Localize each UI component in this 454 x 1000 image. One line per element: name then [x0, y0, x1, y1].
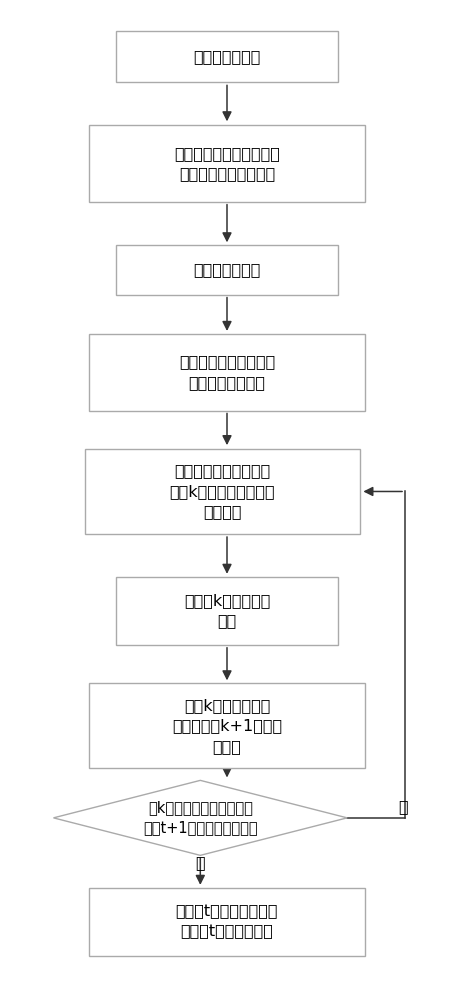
Text: 获取邻域梯度值: 获取邻域梯度值	[193, 49, 261, 64]
Bar	[89, 125, 365, 202]
Bar	[89, 334, 365, 411]
Text: 结合第t层的增益系数，
得到第t层的尺度图像: 结合第t层的增益系数， 得到第t层的尺度图像	[176, 904, 278, 940]
Bar	[116, 577, 338, 645]
Text: 第k层的递归滤波图像是否
是第t+1层的递归滤波图像: 第k层的递归滤波图像是否 是第t+1层的递归滤波图像	[143, 800, 257, 836]
Text: 是: 是	[196, 855, 205, 870]
Text: 否: 否	[398, 799, 408, 814]
Text: 将第k层的递归滤波
图像作为第k+1层的输
入图像: 将第k层的递归滤波 图像作为第k+1层的输 入图像	[172, 698, 282, 754]
Bar	[116, 245, 338, 295]
Text: 根据对图像清晰度的要
求，确定滤波层数: 根据对图像清晰度的要 求，确定滤波层数	[179, 354, 275, 390]
Text: 将邻域梯度值作为反馈系
数引入递归滤波器结构: 将邻域梯度值作为反馈系 数引入递归滤波器结构	[174, 146, 280, 181]
Bar	[89, 888, 365, 956]
Text: 得到第k层递归滤波
图像: 得到第k层递归滤波 图像	[184, 593, 270, 628]
Bar	[116, 31, 338, 82]
Polygon shape	[54, 780, 347, 855]
Bar	[84, 449, 360, 534]
Text: 形成递归滤波器: 形成递归滤波器	[193, 262, 261, 277]
Text: 采用形成的递归滤波器
在第k层对图像进行递归
滤波操作: 采用形成的递归滤波器 在第k层对图像进行递归 滤波操作	[170, 464, 276, 519]
Bar	[89, 683, 365, 768]
